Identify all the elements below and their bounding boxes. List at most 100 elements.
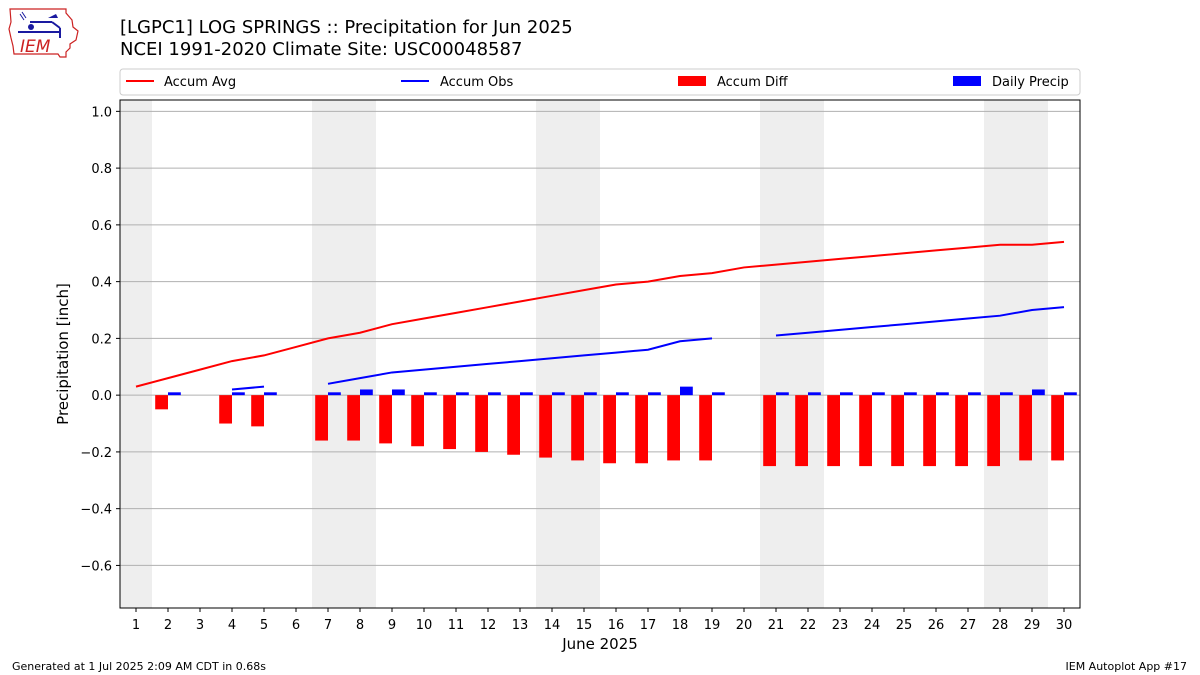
legend-label-daily-precip: Daily Precip: [992, 75, 1069, 90]
legend-label-accum-obs: Accum Obs: [440, 75, 513, 90]
accum-diff-bar-day-19: [699, 395, 712, 461]
accum-obs-line-segment-1: [231, 385, 265, 391]
y-tick-label: 1.0: [91, 105, 112, 120]
daily-precip-bar-day-16: [616, 392, 629, 396]
legend-item-accum-avg: Accum Avg: [126, 75, 236, 90]
daily-precip-bar-day-7: [328, 392, 341, 396]
daily-precip-bar-day-15: [584, 392, 597, 396]
daily-precip-bar-day-30: [1064, 392, 1077, 396]
daily-precip-bar-day-8: [360, 389, 373, 396]
x-tick-label: 2: [164, 618, 172, 633]
accum-diff-bar-day-28: [987, 395, 1000, 467]
daily-precip-bar-day-13: [520, 392, 533, 396]
y-tick-label: 0.8: [91, 162, 112, 177]
x-tick-label: 29: [1024, 618, 1041, 633]
weekend-shade-day-29: [1016, 100, 1048, 608]
plot-area: −0.6−0.4−0.20.00.20.40.60.81.01 2 3 4 5 6 7 8 9 1…: [80, 99, 1081, 633]
x-tick-label: 4: [228, 618, 236, 633]
accum-obs-line-segment-2: [327, 337, 713, 385]
daily-precip-bar-day-29: [1032, 389, 1045, 396]
accum-diff-bar-day-14: [539, 395, 552, 458]
x-tick-label: 19: [704, 618, 721, 633]
y-tick-label: 0.0: [91, 389, 112, 404]
legend: Accum Avg Accum Obs Accum Diff Daily Pre…: [119, 68, 1081, 96]
iem-logo: IEM: [8, 8, 79, 58]
x-tick-label: 5: [260, 618, 268, 633]
daily-precip-bar-day-27: [968, 392, 981, 396]
weekend-shade-day-28: [984, 100, 1016, 608]
weekend-shade-day-8: [344, 100, 376, 608]
accum-diff-bar-day-23: [827, 395, 840, 467]
x-tick-label: 23: [832, 618, 849, 633]
daily-precip-bar-day-11: [456, 392, 469, 396]
x-tick-label: 8: [356, 618, 364, 633]
accum-diff-bar-day-13: [507, 395, 520, 455]
accum-diff-bar-day-16: [603, 395, 616, 464]
accum-diff-bar-day-30: [1051, 395, 1064, 461]
x-tick-label: 7: [324, 618, 332, 633]
accum-diff-bar-day-12: [475, 395, 488, 452]
daily-precip-bar-day-12: [488, 392, 501, 396]
chart-title: [LGPC1] LOG SPRINGS :: Precipitation for…: [120, 17, 573, 38]
accum-diff-bar-day-5: [251, 395, 264, 427]
legend-item-accum-diff: Accum Diff: [678, 75, 789, 90]
x-tick-label: 15: [576, 618, 593, 633]
x-tick-label: 3: [196, 618, 204, 633]
accum-diff-bar-day-2: [155, 395, 168, 410]
y-tick-label: −0.6: [80, 559, 112, 574]
y-tick-label: 0.2: [91, 332, 112, 347]
accum-avg-line-segment-1: [135, 240, 1065, 388]
daily-precip-bar-day-17: [648, 392, 661, 396]
accum-diff-bar-day-26: [923, 395, 936, 467]
y-tick-label: 0.6: [91, 219, 112, 234]
accum-diff-bar-day-15: [571, 395, 584, 461]
app-credit: IEM Autoplot App #17: [1065, 660, 1188, 673]
accum-diff-bar-day-24: [859, 395, 872, 467]
daily-precip-bar-day-25: [904, 392, 917, 396]
y-tick-label: −0.4: [80, 503, 112, 518]
daily-precip-bar-day-22: [808, 392, 821, 396]
accum-diff-bar-day-9: [379, 395, 392, 444]
legend-label-accum-avg: Accum Avg: [164, 75, 236, 90]
x-tick-label: 18: [672, 618, 689, 633]
x-tick-label: 9: [388, 618, 396, 633]
daily-precip-bar-day-5: [264, 392, 277, 396]
y-axis-label: Precipitation [inch]: [54, 283, 72, 425]
x-tick-label: 20: [736, 618, 753, 633]
x-axis-label: June 2025: [561, 635, 638, 653]
weekend-shade-day-1: [120, 100, 152, 608]
x-tick-label: 16: [608, 618, 625, 633]
accum-diff-bar-day-18: [667, 395, 680, 461]
x-tick-label: 24: [864, 618, 881, 633]
weekend-shade-day-7: [312, 100, 344, 608]
daily-precip-bar-day-23: [840, 392, 853, 396]
daily-precip-bar-day-10: [424, 392, 437, 396]
accum-obs-line-segment-3: [775, 306, 1065, 337]
accum-diff-bar-day-4: [219, 395, 232, 424]
generated-timestamp: Generated at 1 Jul 2025 2:09 AM CDT in 0…: [12, 660, 266, 673]
legend-label-accum-diff: Accum Diff: [717, 75, 789, 90]
logo-text: IEM: [20, 37, 51, 57]
weekend-shade-day-14: [536, 100, 568, 608]
x-tick-label: 12: [480, 618, 497, 633]
accum-diff-bar-day-11: [443, 395, 456, 450]
x-tick-label: 17: [640, 618, 657, 633]
x-tick-label: 27: [960, 618, 977, 633]
accum-diff-bar-day-21: [763, 395, 776, 467]
daily-precip-bar-day-2: [168, 392, 181, 396]
x-tick-label: 22: [800, 618, 817, 633]
legend-swatch-daily-precip: [953, 76, 981, 86]
y-tick-label: −0.2: [80, 446, 112, 461]
x-tick-label: 11: [448, 618, 465, 633]
y-tick-label: 0.4: [91, 276, 112, 291]
x-tick-label: 30: [1056, 618, 1073, 633]
legend-item-daily-precip: Daily Precip: [953, 75, 1069, 90]
x-tick-label: 13: [512, 618, 529, 633]
daily-precip-bar-day-9: [392, 389, 405, 396]
x-tick-label: 28: [992, 618, 1009, 633]
legend-item-accum-obs: Accum Obs: [401, 75, 513, 90]
accum-diff-bar-day-27: [955, 395, 968, 467]
daily-precip-bar-day-26: [936, 392, 949, 396]
x-tick-label: 10: [416, 618, 433, 633]
